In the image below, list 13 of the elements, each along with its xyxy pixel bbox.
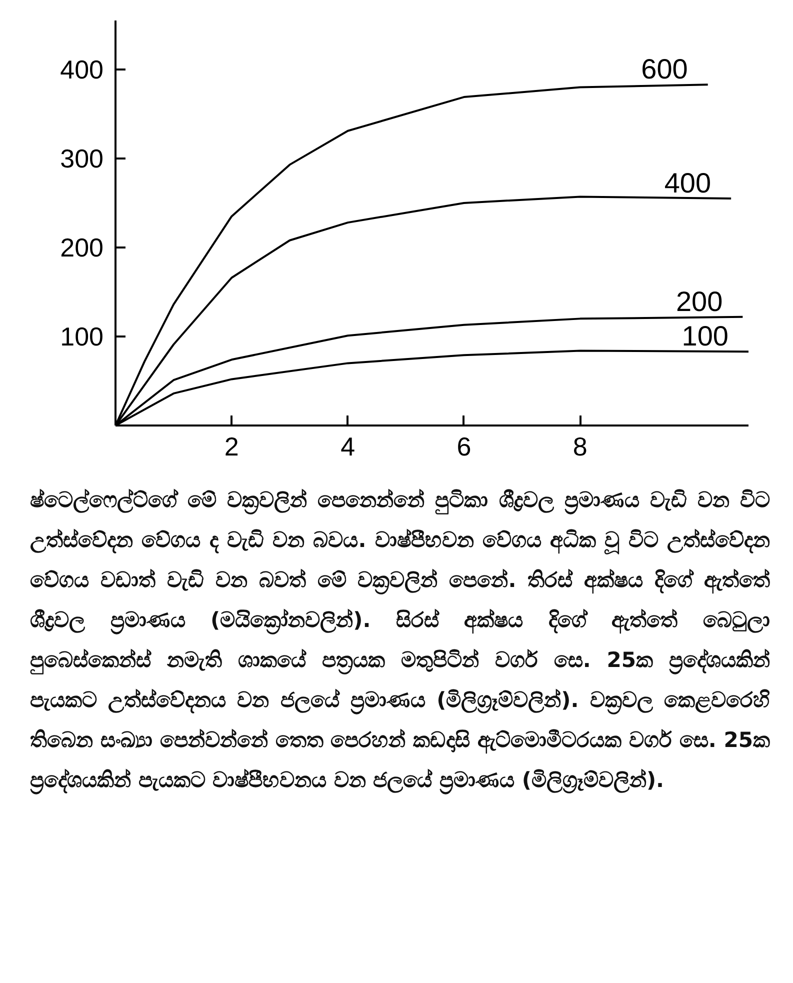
x-tick-label: 8: [572, 432, 588, 462]
y-tick-label: 300: [60, 143, 104, 174]
series-label: 100: [682, 320, 728, 352]
y-tick-label: 200: [60, 232, 104, 262]
x-tick-label: 4: [340, 432, 356, 462]
x-tick-label: 2: [224, 432, 239, 462]
series-label: 400: [664, 168, 712, 199]
series-label: 200: [676, 286, 723, 317]
x-tick-label: 6: [456, 432, 472, 462]
y-tick-label: 100: [60, 321, 104, 352]
text: ෂ්ටෙල්ෆෙල්ට්ගේ මේ වක්‍රවලින් පෙනෙන්නේ පුටිකා ශීද්‍රවල ප්‍රමාණය වැඩි වන විට උත්ස්වේදන වේගය ද වැඩි වන බවය. වාෂ්පීභවන වේගය අධික වූ විට උත්ස්වේදන වේගය වඩාත් වැඩි වන බවත් මේ වක්‍රවලින් පෙනේ. තිරස් අක්ෂය දිගේ ඇත්තේ ශීද්‍රවල ප්‍රමාණය (මයික්‍රෝනවලින්). සිරස් අක්ෂය දිගේ ඇත්තේ බෙටුලා පුබෙස්කෙන්ස් නමැති ශාකයේ පත්‍රයක මතුපිටින් වර්ග සෙ. 25ක ප්‍රදේශයකින් පැයකට උත්ස්වේදනය වන ජලයේ ප්‍රමාණය (මිලිග්‍රෑම්වලින්). වක්‍රවල කෙළවරෙහි තිබෙන සංඛ්‍යා පෙන්වන්නේ තෙත පෙරහන් කඩදාසි ඇට්මොමීටරයක වර්ග සෙ. 25ක ප්‍රදේශයකින් පැයකට වාෂ්පීභවනය වන ජලයේ ප්‍රමාණය (මිලිග්‍රෑම්වලින්).: [30, 487, 770, 796]
series-label: 600: [641, 54, 688, 85]
y-tick-label: 400: [60, 54, 104, 84]
